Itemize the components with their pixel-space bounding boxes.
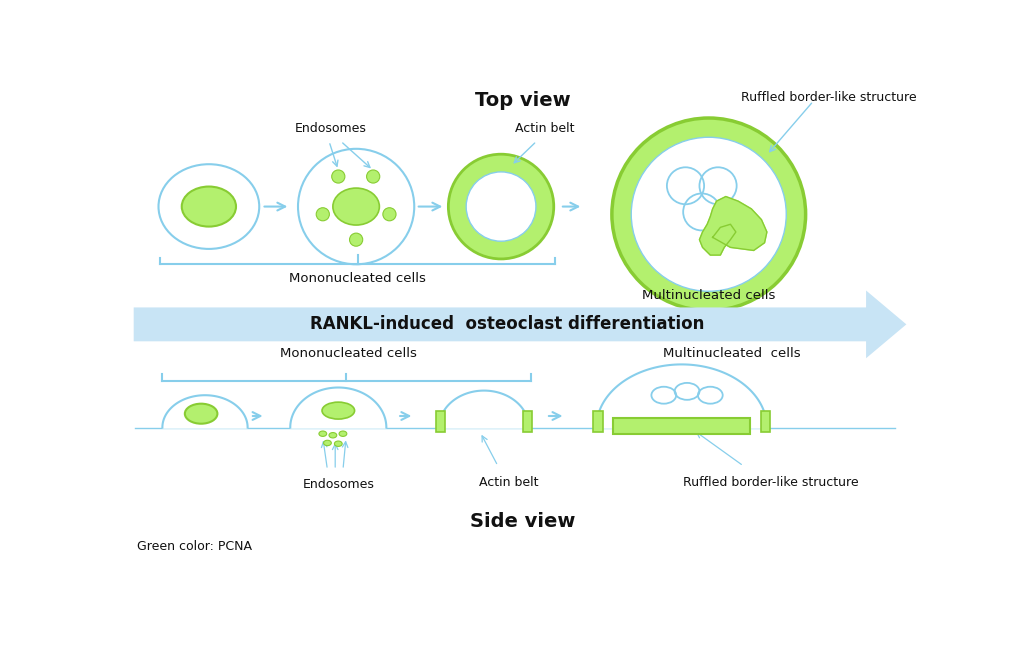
Circle shape	[611, 118, 805, 310]
Bar	[435, 411, 445, 432]
Ellipse shape	[338, 431, 346, 436]
Ellipse shape	[334, 441, 341, 446]
Bar	[612, 418, 749, 434]
Bar	[523, 411, 532, 432]
Text: Green color: PCNA: Green color: PCNA	[137, 540, 252, 553]
Circle shape	[382, 207, 395, 221]
Circle shape	[331, 170, 344, 183]
Text: Endosomes: Endosomes	[302, 478, 374, 491]
Ellipse shape	[319, 431, 326, 436]
Polygon shape	[133, 290, 906, 359]
Text: Mononucleated cells: Mononucleated cells	[279, 347, 417, 361]
Ellipse shape	[323, 440, 331, 446]
Text: Side view: Side view	[470, 512, 575, 531]
Polygon shape	[596, 365, 766, 427]
Ellipse shape	[332, 188, 379, 225]
Bar	[593, 411, 602, 432]
Ellipse shape	[181, 187, 235, 227]
Ellipse shape	[184, 403, 217, 423]
Text: Multinucleated cells: Multinucleated cells	[641, 289, 774, 302]
Text: Actin belt: Actin belt	[479, 476, 538, 489]
Text: Ruffled border-like structure: Ruffled border-like structure	[683, 476, 858, 489]
Polygon shape	[162, 395, 248, 427]
Circle shape	[631, 137, 786, 291]
Circle shape	[316, 207, 329, 221]
Ellipse shape	[322, 402, 355, 419]
Text: Mononucleated cells: Mononucleated cells	[289, 272, 426, 285]
Polygon shape	[438, 391, 529, 427]
Text: RANKL-induced  osteoclast differentiation: RANKL-induced osteoclast differentiation	[310, 315, 704, 333]
Circle shape	[366, 170, 379, 183]
Circle shape	[350, 233, 363, 246]
Ellipse shape	[329, 433, 336, 438]
Text: Actin belt: Actin belt	[515, 122, 574, 135]
Bar	[760, 411, 769, 432]
Polygon shape	[699, 197, 766, 255]
Text: Top view: Top view	[475, 91, 570, 110]
Circle shape	[466, 172, 535, 242]
Text: Endosomes: Endosomes	[294, 122, 366, 135]
Polygon shape	[290, 387, 386, 427]
Text: Ruffled border-like structure: Ruffled border-like structure	[741, 91, 916, 104]
Circle shape	[448, 154, 553, 259]
Text: Multinucleated  cells: Multinucleated cells	[662, 347, 800, 361]
